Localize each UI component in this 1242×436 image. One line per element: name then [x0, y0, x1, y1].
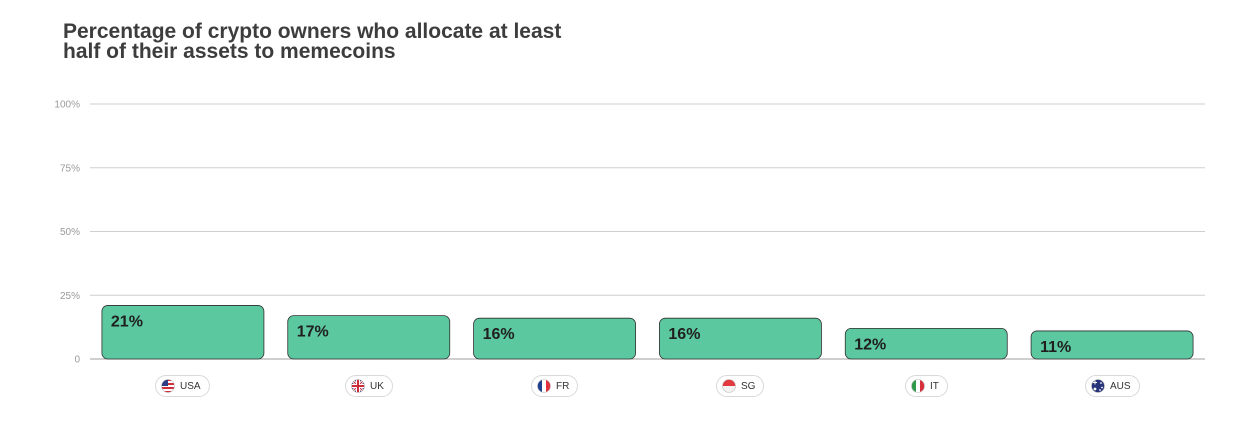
bar-fr [473, 317, 636, 360]
bar-value-label: 16% [668, 326, 700, 343]
x-tick-label: UK [370, 380, 384, 392]
category-label-aus: AUS [1085, 375, 1140, 397]
italy-flag-icon [911, 379, 925, 393]
bar-value-label: 16% [483, 326, 515, 343]
uk-flag-icon [351, 379, 365, 393]
bar-usa [101, 305, 265, 360]
bar-uk [287, 315, 451, 360]
bar-aus [1030, 330, 1194, 360]
y-tick-label: 0 [74, 355, 80, 366]
x-tick-label: IT [930, 380, 939, 392]
bar-value-label: 12% [854, 336, 886, 353]
category-label-sg: SG [716, 375, 765, 397]
category-label-uk: UK [345, 375, 393, 397]
bar-sg [659, 317, 822, 360]
y-tick-label: 100% [54, 100, 80, 111]
x-tick-label: FR [556, 380, 570, 392]
chart-title-line-2: half of their assets to memecoins [63, 40, 396, 63]
y-tick-label: 75% [60, 163, 80, 174]
chart-title-line-1: Percentage of crypto owners who allocate… [63, 20, 562, 43]
chart-title: Percentage of crypto owners who allocate… [63, 20, 562, 63]
x-tick-label: SG [741, 380, 756, 392]
y-tick-label: 50% [60, 227, 80, 238]
bar-value-label: 21% [111, 313, 143, 330]
bar-value-label: 11% [1040, 339, 1071, 356]
category-label-usa: USA [155, 375, 210, 397]
bar-it [844, 327, 1008, 360]
us-flag-icon [161, 379, 175, 393]
category-label-it: IT [905, 375, 948, 397]
australia-flag-icon [1091, 379, 1105, 393]
category-label-fr: FR [531, 375, 579, 397]
singapore-flag-icon [722, 379, 736, 393]
x-tick-label: USA [180, 380, 201, 392]
x-tick-label: AUS [1110, 380, 1131, 392]
france-flag-icon [537, 379, 551, 393]
y-tick-label: 25% [60, 291, 80, 302]
bar-value-label: 17% [297, 324, 329, 341]
